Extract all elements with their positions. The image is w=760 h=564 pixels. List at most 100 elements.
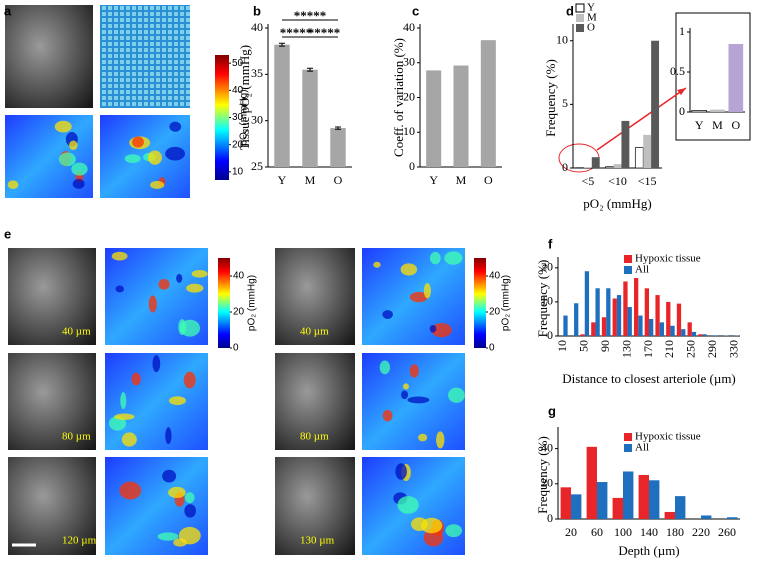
heatmap-blob — [402, 383, 410, 390]
x-tick-label: O — [334, 173, 343, 187]
bar — [627, 307, 632, 336]
bar — [659, 322, 664, 336]
heatmap-blob — [121, 432, 137, 447]
y-tick-label: 0.5 — [670, 64, 685, 78]
microscopy-image — [8, 457, 96, 555]
colorbar-tick-label: 10 — [232, 166, 244, 177]
heatmap-blob — [186, 283, 204, 293]
significance-label: ***** — [308, 25, 341, 40]
heatmap-blob — [448, 387, 465, 403]
heatmap-blob — [429, 251, 441, 265]
bar — [655, 295, 660, 336]
panel-label: f — [548, 236, 553, 251]
heatmap-blob — [7, 180, 19, 189]
colorbar-tick-label: 40 — [233, 271, 245, 282]
heatmap-blob — [69, 140, 78, 151]
bar — [727, 517, 738, 519]
heatmap-blob — [120, 392, 127, 410]
colorbar-tick-label: 50 — [232, 58, 244, 69]
legend-swatch — [575, 3, 585, 13]
heatmap-blob — [397, 496, 419, 514]
colorbar-tick-label: 0 — [233, 343, 239, 354]
heatmap-blob — [400, 263, 418, 276]
heatmap-blob — [168, 396, 186, 406]
x-tick-label: <10 — [608, 174, 627, 188]
colorbar — [215, 55, 229, 180]
heatmap-blob — [429, 324, 437, 333]
y-tick-label: 0 — [547, 328, 553, 342]
bar — [591, 322, 596, 336]
y-tick-label: 30 — [403, 55, 415, 69]
x-tick-label: 130 — [619, 340, 633, 358]
bar — [691, 110, 707, 113]
bar — [728, 44, 744, 112]
microscopy-image — [5, 5, 93, 108]
y-tick-label: 0 — [547, 511, 553, 525]
x-tick-label: 260 — [718, 525, 736, 539]
colorbar-label: pO₂ (mmHg) — [239, 89, 250, 145]
bar — [580, 334, 585, 336]
y-tick-label: 40 — [251, 20, 263, 34]
depth-label: 130 µm — [300, 535, 335, 547]
heatmap-blob — [401, 390, 409, 400]
heatmap-blob — [395, 463, 407, 480]
significance-label: ***** — [280, 25, 313, 40]
bar — [687, 322, 692, 336]
bar — [595, 288, 600, 336]
legend-label: Hypoxic tissue — [635, 431, 701, 443]
bar — [571, 494, 582, 519]
bar — [698, 334, 703, 336]
x-tick-label: 180 — [666, 525, 684, 539]
heatmap-blob — [382, 310, 393, 319]
heatmap-blob — [111, 251, 128, 261]
bar — [710, 109, 725, 112]
heatmap-blob — [169, 121, 182, 132]
x-axis-label: Depth (µm) — [618, 543, 679, 558]
error-bar — [307, 67, 313, 72]
heatmap-blob — [423, 528, 444, 547]
heatmap-blob — [124, 154, 141, 164]
colorbar-label: pO₂ (mmHg) — [501, 275, 512, 331]
heatmap-blob — [131, 372, 141, 386]
panel-label: e — [4, 226, 11, 241]
bar — [584, 271, 590, 336]
bar — [676, 303, 682, 336]
colorbar-tick-label: 20 — [489, 307, 501, 318]
microscopy-image — [8, 248, 96, 345]
depth-label: 80 µm — [62, 431, 91, 443]
panel-label: a — [4, 3, 12, 18]
bar — [274, 44, 290, 167]
x-tick-label: 140 — [640, 525, 658, 539]
heatmap-blob — [132, 136, 144, 148]
panel-label: d — [566, 3, 574, 18]
heatmap-blob — [379, 360, 391, 375]
heatmap-blob — [115, 285, 124, 293]
bar — [623, 281, 628, 336]
legend-swatch — [576, 24, 584, 32]
bar — [601, 317, 607, 336]
bar — [713, 335, 718, 336]
heatmap-blob — [150, 180, 165, 189]
x-tick-label: 20 — [565, 525, 577, 539]
bar — [574, 303, 579, 336]
x-tick-label: 220 — [692, 525, 710, 539]
microscopy-image — [8, 353, 96, 450]
colorbar-tick-label: 20 — [232, 139, 244, 150]
bar — [586, 446, 597, 519]
heatmap-blob — [418, 433, 428, 442]
heatmap-blob — [119, 481, 142, 500]
legend-label: All — [635, 264, 649, 276]
heatmap-blob — [373, 261, 381, 268]
arrow — [596, 87, 687, 151]
bar — [613, 164, 622, 168]
bar — [606, 288, 611, 336]
bar — [621, 120, 630, 168]
x-tick-label: 330 — [726, 340, 740, 358]
bar — [480, 40, 496, 167]
heatmap-blob — [176, 273, 183, 283]
y-tick-label: 30 — [251, 112, 263, 126]
y-axis-label: Frequency (%) — [535, 260, 550, 338]
y-axis-label: Frequency (%) — [543, 59, 558, 137]
error-bar — [335, 126, 341, 130]
